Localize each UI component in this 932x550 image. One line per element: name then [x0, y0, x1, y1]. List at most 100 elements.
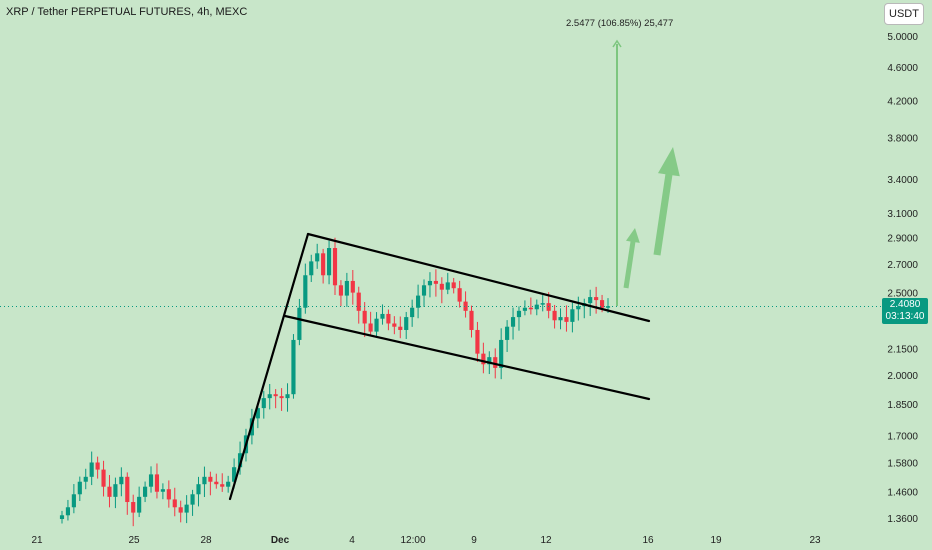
candle-body: [214, 481, 219, 485]
candle-body: [570, 309, 575, 322]
candle-body: [297, 307, 302, 340]
candle-body: [439, 283, 444, 290]
candle-body: [528, 307, 533, 310]
x-tick-label: 23: [809, 535, 821, 546]
candle-body: [463, 301, 468, 311]
flag-trendline: [228, 232, 310, 501]
y-tick-label: 3.1000: [887, 209, 918, 220]
chart-title: XRP / Tether PERPETUAL FUTURES, 4h, MEXC: [6, 6, 248, 18]
last-price-value: 2.4080: [889, 299, 921, 310]
candle-body: [421, 285, 427, 296]
candle-body: [107, 486, 112, 497]
candle-body: [392, 323, 397, 327]
flag-trendline: [283, 314, 651, 401]
candle-body: [119, 476, 124, 485]
candle-body: [202, 476, 207, 485]
candle-body: [279, 396, 284, 399]
candle-body: [599, 300, 605, 308]
y-tick-label: 2.0000: [887, 371, 918, 382]
candle-body: [101, 469, 106, 487]
candle-body: [558, 317, 563, 321]
y-tick-label: 1.4600: [887, 488, 918, 499]
x-tick-label: 12: [540, 535, 552, 546]
candle-body: [321, 253, 326, 276]
y-tick-label: 4.2000: [887, 97, 918, 108]
candle-body: [315, 253, 320, 262]
candle-body: [160, 489, 165, 492]
candle-body: [594, 297, 599, 301]
last-price-badge: 2.4080 03:13:40: [882, 298, 928, 324]
candle-body: [445, 282, 450, 290]
candle-body: [178, 507, 183, 513]
x-tick-label: 28: [200, 535, 212, 546]
candle-body: [261, 398, 266, 409]
candle-body: [362, 310, 367, 324]
x-tick-label: 21: [31, 535, 43, 546]
candle-body: [65, 507, 71, 516]
candle-body: [564, 317, 569, 322]
x-tick-label: 25: [128, 535, 140, 546]
candle-body: [166, 489, 171, 500]
candle-body: [338, 285, 344, 296]
candle-body: [469, 310, 474, 330]
candle-body: [427, 280, 433, 286]
flag-trendline: [306, 232, 651, 323]
candle-body: [344, 280, 349, 296]
x-tick-label: 9: [471, 535, 477, 546]
y-tick-label: 1.5800: [887, 458, 918, 469]
currency-button[interactable]: USDT: [884, 3, 924, 25]
candle-body: [332, 248, 338, 286]
axis-layer: 5.0000 4.6000 4.2000 3.8000 3.4000 3.1000 2.90…: [31, 32, 918, 546]
y-tick-label: 1.7000: [887, 431, 918, 442]
candle-body: [404, 317, 409, 330]
candle-body: [540, 303, 545, 305]
candle-body: [510, 317, 516, 327]
candle-body: [457, 288, 462, 302]
candle-body: [380, 313, 385, 319]
y-tick-label: 3.8000: [887, 134, 918, 145]
candle-body: [588, 297, 593, 304]
candle-body: [232, 467, 237, 482]
candle-body: [237, 453, 243, 468]
projection-label: 2.5477 (106.85%) 25,477: [566, 18, 674, 29]
candle-body: [77, 481, 82, 495]
candle-body: [398, 326, 403, 330]
x-tick-label: 19: [710, 535, 722, 546]
candle-body: [386, 313, 391, 324]
candle-body: [487, 357, 492, 365]
x-tick-label: 4: [349, 535, 355, 546]
candle-body: [95, 462, 100, 470]
candle-body: [131, 502, 136, 513]
candle-body: [226, 481, 231, 487]
candle-body: [273, 394, 278, 397]
candle-body: [125, 476, 130, 503]
candle-body: [303, 275, 308, 308]
candle-body: [184, 504, 189, 513]
y-tick-label: 5.0000: [887, 32, 918, 43]
candle-body: [190, 494, 195, 505]
y-tick-label: 1.8500: [887, 400, 918, 411]
candle-body: [83, 476, 88, 482]
y-tick-label: 2.7000: [887, 260, 918, 271]
candle-body: [267, 394, 272, 399]
candle-body: [291, 339, 296, 395]
y-tick-label: 2.1500: [887, 344, 918, 355]
y-tick-label: 2.9000: [887, 234, 918, 245]
candle-body: [522, 307, 527, 311]
bullish-arrow-icon: [623, 228, 640, 289]
candle-body: [505, 326, 510, 340]
candle-body: [433, 280, 438, 284]
candle-body: [59, 515, 65, 520]
candle-body: [350, 280, 355, 293]
candle-body: [137, 496, 142, 513]
candle-body: [143, 486, 148, 497]
candle-body: [89, 462, 94, 477]
candle-body: [255, 408, 260, 419]
y-tick-label: 2.5000: [887, 289, 918, 300]
candle-body: [516, 310, 522, 318]
candle-body: [475, 329, 480, 354]
candle-body: [451, 282, 456, 289]
projection-arrowhead: [612, 39, 622, 48]
